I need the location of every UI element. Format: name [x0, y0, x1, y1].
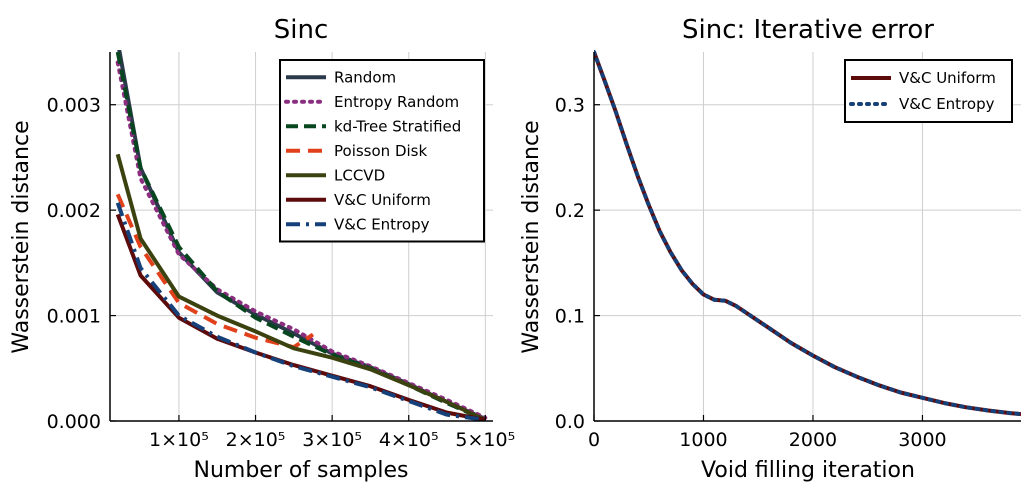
y-tick-label: 0.1 — [555, 306, 585, 328]
x-tick-label: 1000 — [679, 429, 727, 451]
x-tick-label: 3×10⁵ — [302, 429, 362, 451]
legend-entry-label: V&C Entropy — [899, 95, 995, 113]
y-tick-label: 0.000 — [47, 411, 101, 433]
y-tick-label: 0.003 — [47, 95, 101, 117]
legend: V&C Uniform V&C Entropy — [844, 59, 1013, 123]
chart-title: Sinc: Iterative error — [682, 15, 934, 45]
series-line-2 — [594, 50, 1021, 417]
y-tick-label: 0.002 — [47, 200, 101, 222]
x-tick-label: 1×10⁵ — [149, 429, 209, 451]
x-tick-label: 5×10⁵ — [455, 429, 515, 451]
legend-box — [844, 59, 1013, 123]
y-tick-label: 0.2 — [555, 200, 585, 222]
x-tick-label: 2000 — [789, 429, 837, 451]
y-tick-label: 0.3 — [555, 95, 585, 117]
series-line-7 — [115, 202, 486, 421]
legend: Random Entropy Random kd-Tree Stratified Po… — [279, 59, 485, 243]
y-axis-label: Wasserstein distance — [519, 120, 544, 353]
legend-entry-label: Random — [334, 68, 396, 86]
legend-entry-label: V&C Entropy — [334, 215, 430, 233]
y-tick-label: 0.001 — [47, 306, 101, 328]
y-tick-label: 0.0 — [555, 411, 585, 433]
legend-entry-label: kd-Tree Stratified — [334, 117, 461, 135]
legend-entry-label: V&C Uniform — [334, 191, 431, 209]
legend-entry-label: Poisson Disk — [334, 142, 427, 160]
legend-entry-label: Entropy Random — [334, 93, 459, 111]
chart-sinc: 1×10⁵ 2×10⁵ 3×10⁵ 4×10⁵ 5×10⁵ 0.000 0.001 0.002… — [9, 15, 515, 483]
series-line-5 — [115, 153, 487, 421]
legend-entry-label: V&C Uniform — [899, 69, 996, 87]
x-tick-label: 4×10⁵ — [379, 429, 439, 451]
chart-title: Sinc — [274, 15, 329, 45]
x-axis-label: Void filling iteration — [701, 458, 915, 483]
x-tick-label: 2×10⁵ — [226, 429, 286, 451]
x-tick-label: 3000 — [898, 429, 946, 451]
x-tick-label: 0 — [588, 429, 600, 451]
y-axis-label: Wasserstein distance — [9, 120, 34, 353]
legend-entry-label: LCCVD — [334, 166, 385, 184]
x-axis-label: Number of samples — [193, 458, 408, 483]
chart-iterative-error: 0 1000 2000 3000 0.0 0.1 0.2 0.3 Sinc: Iterativ… — [519, 15, 1021, 483]
